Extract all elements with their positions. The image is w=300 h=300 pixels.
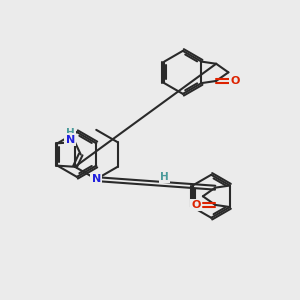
Text: O: O — [231, 76, 240, 86]
Text: H: H — [66, 128, 75, 138]
Text: O: O — [191, 200, 201, 210]
Text: N: N — [92, 174, 101, 184]
Text: H: H — [160, 172, 169, 182]
Text: N: N — [66, 135, 75, 145]
